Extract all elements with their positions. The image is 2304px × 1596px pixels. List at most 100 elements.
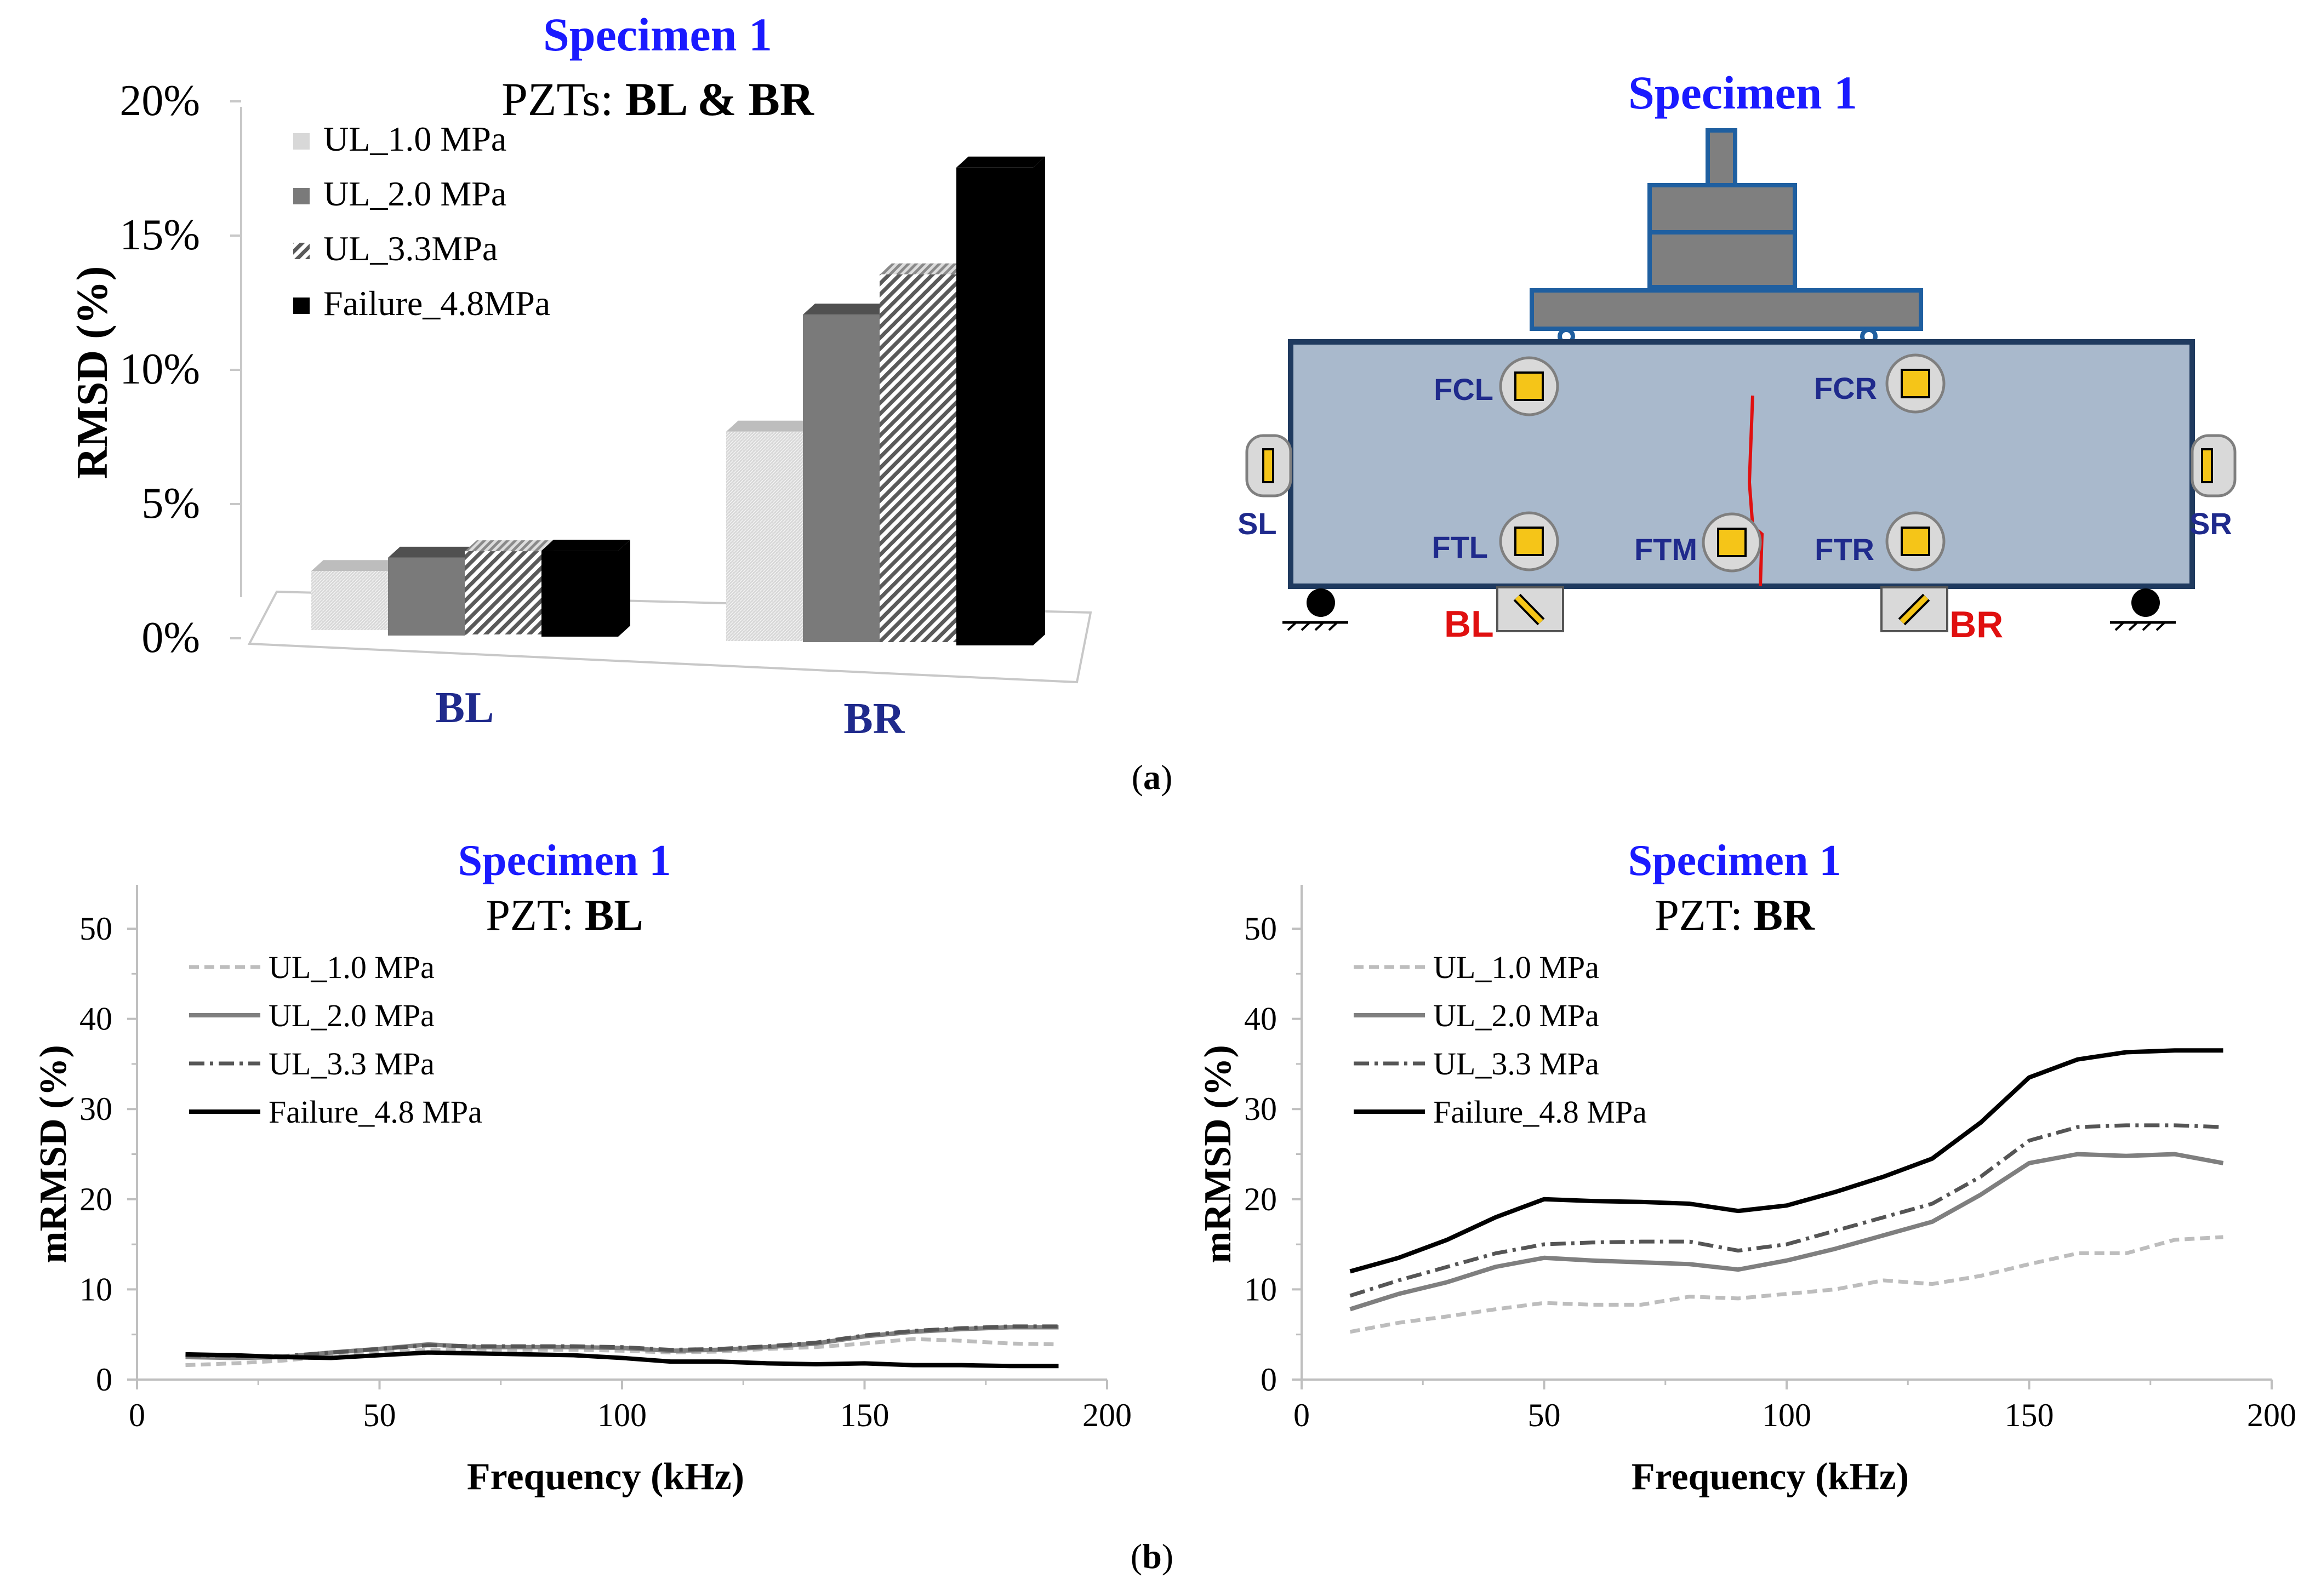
bar-top xyxy=(388,546,477,558)
bar-front xyxy=(880,274,956,642)
x-tick-label: 150 xyxy=(2005,1397,2054,1433)
line-chart-BL-title-specimen: Specimen 1 xyxy=(458,837,671,885)
y-tick-label: 50 xyxy=(1244,911,1277,947)
sensor-label-FCL: FCL xyxy=(1434,372,1493,407)
bar-y-tick-label: 20% xyxy=(119,77,200,125)
series-line-1 xyxy=(1349,1152,2224,1312)
sensor-label-BL: BL xyxy=(1444,603,1494,645)
legend-swatch xyxy=(293,298,310,314)
sensor-SL xyxy=(1245,434,1292,497)
y-tick-label: 20 xyxy=(1244,1181,1277,1217)
spreader-beam xyxy=(1530,288,1923,331)
bar-front xyxy=(803,314,880,642)
sensor-label-SR: SR xyxy=(2189,506,2232,541)
bar-chart-title: PZTs: BL & BR xyxy=(501,73,814,125)
series-line-2 xyxy=(185,1324,1059,1358)
sensor-FTL xyxy=(1499,511,1559,571)
legend-label: UL_3.3 MPa xyxy=(269,1046,435,1082)
bar-category-label: BL xyxy=(436,684,494,732)
series-line-3 xyxy=(1349,1048,2223,1274)
bar-BL-3 xyxy=(541,540,630,637)
y-tick-label: 30 xyxy=(79,1091,112,1127)
bar-front xyxy=(311,571,388,630)
bar-top xyxy=(726,420,815,432)
x-tick-label: 0 xyxy=(1293,1397,1310,1433)
bar-y-tick-label: 10% xyxy=(119,345,200,393)
caption-b-letter: b xyxy=(1142,1537,1162,1576)
x-tick-label: 50 xyxy=(1528,1397,1561,1433)
bar-front xyxy=(465,551,541,634)
sensor-label-FTR: FTR xyxy=(1815,532,1874,567)
sensor-FCL xyxy=(1499,356,1559,416)
load-stem xyxy=(1706,128,1737,188)
bar-chart-panel: Specimen 1 PZTs: BL & BR 0% 5% 10% 15% 20% BL… xyxy=(69,8,1092,743)
legend-swatch xyxy=(293,188,310,204)
sensor-label-FTM: FTM xyxy=(1634,532,1697,567)
x-tick-label: 150 xyxy=(840,1397,889,1433)
x-axis-label: Frequency (kHz) xyxy=(1632,1456,1909,1498)
line-chart-BR-title-prefix: PZT: xyxy=(1655,891,1753,940)
support-left xyxy=(1282,588,1348,631)
caption-a-letter: a xyxy=(1143,758,1161,797)
legend-label: Failure_4.8 MPa xyxy=(1433,1094,1647,1130)
bar-front xyxy=(388,557,465,636)
y-axis-label: mRMSD (%) xyxy=(1197,1045,1239,1263)
line-chart-BR-title-specimen: Specimen 1 xyxy=(1628,837,1841,885)
y-tick-label: 20 xyxy=(79,1181,112,1217)
bar-y-tick-label: 5% xyxy=(141,479,200,528)
sensor-label-FCR: FCR xyxy=(1814,371,1877,405)
legend-label: UL_2.0 MPa xyxy=(1433,998,1599,1033)
legend-label: UL_2.0 MPa xyxy=(323,174,506,213)
bar-BR-2 xyxy=(880,263,968,642)
legend-label: UL_3.3 MPa xyxy=(1433,1046,1599,1082)
sensor-FTR xyxy=(1885,511,1946,571)
bar-top xyxy=(465,540,554,552)
x-axis-label: Frequency (kHz) xyxy=(467,1456,744,1498)
line-chart-BR: Specimen 1 PZT: BR 0 10 20 30 40 50 0 50 100 150 2… xyxy=(1197,837,2296,1498)
y-tick-label: 10 xyxy=(1244,1271,1277,1307)
legend-label: UL_1.0 MPa xyxy=(323,119,506,158)
bar-front xyxy=(726,431,803,641)
line-chart-BL-title-prefix: PZT: xyxy=(486,891,584,940)
x-tick-label: 100 xyxy=(597,1397,647,1433)
legend-label: UL_1.0 MPa xyxy=(269,949,435,985)
line-chart-BL-title: PZT: BL xyxy=(486,891,643,940)
legend-label: Failure_4.8MPa xyxy=(323,284,550,323)
x-tick-label: 0 xyxy=(129,1397,145,1433)
y-tick-label: 40 xyxy=(1244,1001,1277,1037)
support-right xyxy=(2110,588,2176,631)
sensor-BL xyxy=(1496,586,1564,632)
load-frame xyxy=(1530,128,1923,345)
bar-top xyxy=(541,540,630,551)
series-line-2 xyxy=(1349,1123,2223,1298)
bar-side xyxy=(1033,156,1045,645)
caption-b: (b) xyxy=(1131,1537,1173,1576)
bar-top xyxy=(880,263,968,274)
bar-chart-title-bold: BL & BR xyxy=(625,73,814,125)
x-tick-label: 200 xyxy=(2247,1397,2296,1433)
beam-diagram: Specimen 1 xyxy=(1237,66,2237,645)
series-line-3 xyxy=(185,1350,1059,1369)
legend-label: Failure_4.8 MPa xyxy=(269,1094,482,1130)
bar-top xyxy=(803,304,892,315)
bar-front xyxy=(541,551,618,637)
x-tick-label: 200 xyxy=(1082,1397,1132,1433)
x-tick-label: 100 xyxy=(1762,1397,1811,1433)
legend-swatch xyxy=(293,243,310,259)
bar-BR-0 xyxy=(726,420,815,641)
series-line-0 xyxy=(1349,1235,2223,1334)
sensor-SR xyxy=(2191,434,2237,497)
x-tick-label: 50 xyxy=(363,1397,396,1433)
y-tick-label: 10 xyxy=(79,1271,112,1307)
legend-swatch xyxy=(293,133,310,150)
bar-chart-title-specimen: Specimen 1 xyxy=(543,8,772,61)
bar-chart-plot: 0% 5% 10% 15% 20% BL BR UL_1.0 MPa UL_2.0 MPa UL_… xyxy=(119,77,1092,743)
bar-BR-1 xyxy=(803,304,892,642)
line-chart-BR-title-bold: BR xyxy=(1754,891,1815,940)
bar-BL-1 xyxy=(388,546,477,636)
sensor-label-SL: SL xyxy=(1237,506,1277,541)
load-block-lower xyxy=(1647,230,1797,289)
caption-a: (a) xyxy=(1132,758,1173,797)
y-tick-label: 30 xyxy=(1244,1091,1277,1127)
bar-chart-ylabel: RMSD (%) xyxy=(69,266,117,479)
